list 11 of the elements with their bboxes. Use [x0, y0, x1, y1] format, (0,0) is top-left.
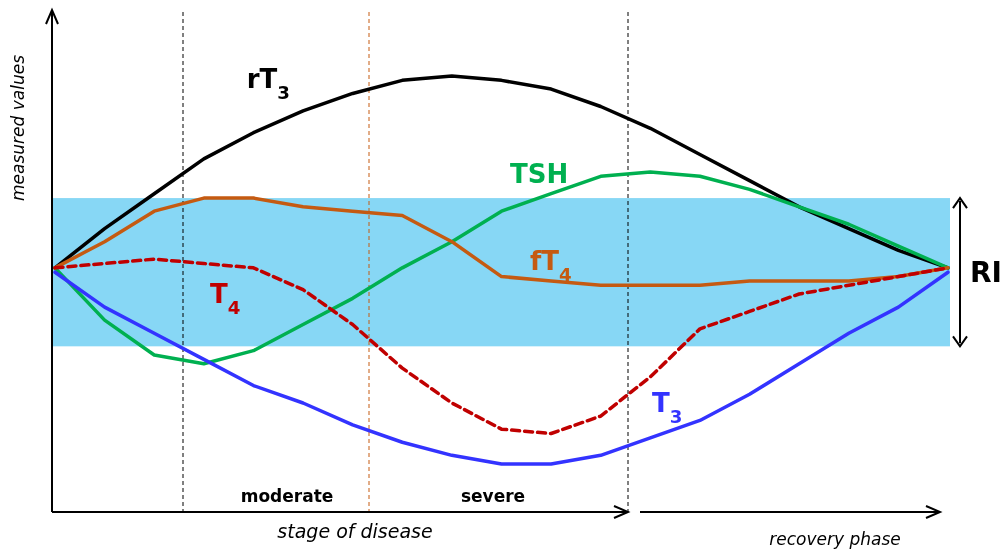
series-label: TSH: [510, 159, 569, 189]
y-axis-title: measured values: [8, 54, 28, 202]
series-label: T$_{3}$: [652, 388, 683, 427]
series-label: rT$_{3}$: [246, 64, 290, 103]
text: recovery phase: [769, 529, 901, 549]
annotation: severe: [460, 486, 526, 506]
x-axis-title: stage of disease: [277, 520, 433, 542]
annotation: moderate: [240, 486, 334, 506]
series-label: fT$_{4}$: [530, 246, 572, 285]
band-label: RI: [970, 256, 1001, 290]
series-label: T$_{4}$: [210, 279, 241, 318]
